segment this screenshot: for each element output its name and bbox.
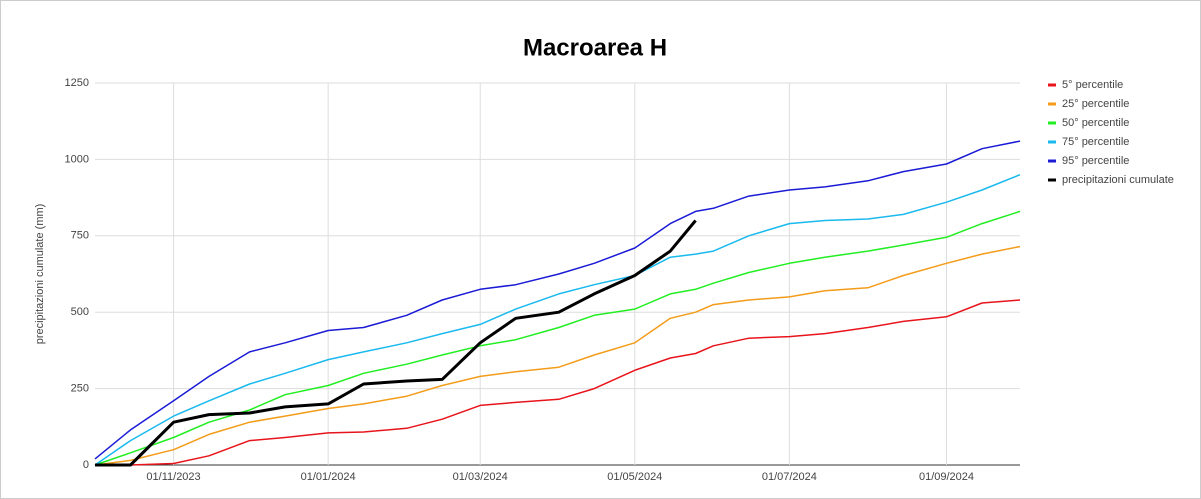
series-line	[95, 219, 697, 467]
series-line	[94, 140, 1021, 460]
x-tick-label: 01/01/2024	[301, 471, 356, 483]
legend-label: precipitazioni cumulate	[1062, 174, 1174, 186]
series-line	[95, 299, 1021, 466]
series-line	[94, 174, 1021, 466]
y-tick-label: 1000	[65, 153, 89, 165]
y-tick-label: 500	[71, 306, 89, 318]
legend-label: 75° percentile	[1062, 136, 1129, 148]
y-tick-label: 750	[71, 230, 89, 242]
y-tick-label: 0	[83, 459, 89, 471]
legend-label: 95° percentile	[1062, 155, 1129, 167]
chart-title: Macroarea H	[523, 34, 667, 61]
y-tick-label: 250	[71, 383, 89, 395]
series-line	[94, 245, 1021, 466]
y-tick-label: 1250	[65, 77, 89, 89]
x-tick-label: 01/11/2023	[146, 471, 200, 483]
legend-label: 50° percentile	[1062, 117, 1129, 129]
x-tick-label: 01/03/2024	[453, 471, 508, 483]
x-tick-label: 01/05/2024	[607, 471, 662, 483]
x-tick-label: 01/07/2024	[762, 471, 817, 483]
series-line	[94, 210, 1021, 466]
legend-label: 5° percentile	[1062, 79, 1123, 91]
x-tick-label: 01/09/2024	[919, 471, 974, 483]
y-axis-label: precipitazioni cumulate (mm)	[34, 204, 46, 345]
legend-label: 25° percentile	[1062, 98, 1129, 110]
